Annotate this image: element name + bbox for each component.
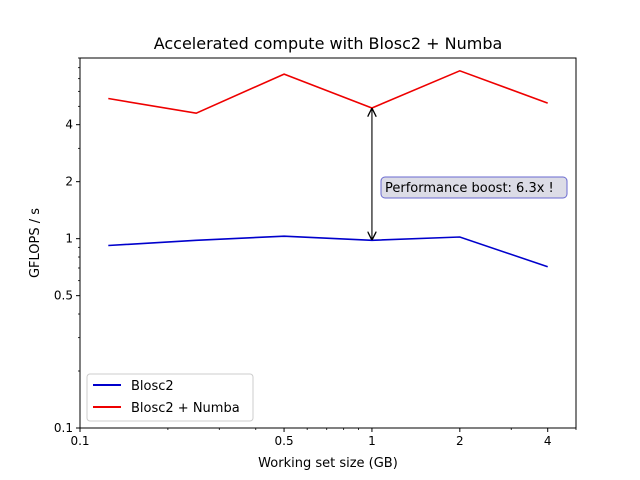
y-tick-label: 4 [65,118,73,132]
legend-label-blosc2: Blosc2 [131,379,174,394]
legend: Blosc2 Blosc2 + Numba [86,373,254,422]
legend-frame [86,373,254,422]
annotation-text: Performance boost: 6.3x ! [385,181,554,196]
x-axis-label: Working set size (GB) [258,456,398,471]
y-axis-label: GFLOPS / s [28,208,43,278]
y-tick-label: 2 [65,175,73,189]
minor-ticks [78,57,577,430]
y-tick-label: 1 [65,232,73,246]
series-line-blosc2-numba [108,69,548,115]
series-lines [108,69,548,268]
legend-label-blosc2-numba: Blosc2 + Numba [131,401,240,416]
x-axis-ticks: 0.1 0.5 1 2 4 [70,428,552,448]
annotation-box [380,176,568,199]
chart-title: Accelerated compute with Blosc2 + Numba [154,34,503,53]
x-tick-label: 0.5 [275,434,294,448]
y-tick-label: 0.5 [54,289,73,303]
series-line-blosc2 [108,235,548,268]
x-tick-label: 4 [544,434,552,448]
y-axis-ticks: 0.1 0.5 1 2 4 [54,118,80,435]
y-tick-label: 0.1 [54,421,73,435]
x-tick-label: 2 [456,434,464,448]
x-tick-label: 0.1 [70,434,89,448]
x-tick-label: 1 [368,434,376,448]
